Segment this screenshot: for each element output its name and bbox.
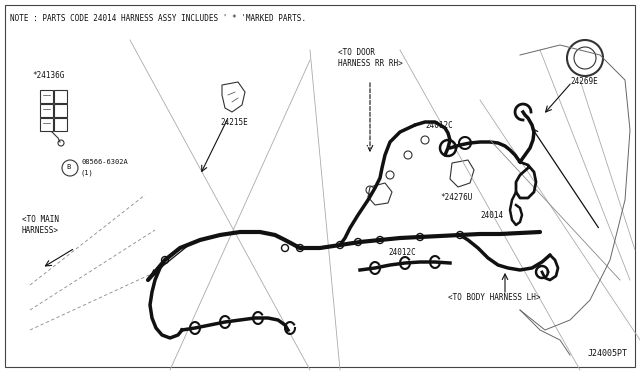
Text: 08566-6302A: 08566-6302A (81, 159, 128, 165)
Circle shape (337, 241, 344, 248)
Text: (1): (1) (81, 169, 93, 176)
Circle shape (456, 231, 463, 238)
Circle shape (376, 237, 383, 244)
Text: 24014: 24014 (480, 211, 503, 220)
Text: 24215E: 24215E (220, 118, 248, 127)
Text: <TO MAIN: <TO MAIN (22, 215, 59, 224)
Circle shape (296, 244, 303, 251)
Circle shape (417, 234, 424, 241)
Circle shape (282, 244, 289, 251)
Circle shape (161, 257, 168, 263)
Text: <TO BODY HARNESS LH>: <TO BODY HARNESS LH> (448, 293, 541, 302)
Text: B: B (66, 164, 70, 170)
Text: *24276U: *24276U (440, 193, 472, 202)
Text: <TO DOOR: <TO DOOR (338, 48, 375, 57)
Text: J24005PT: J24005PT (588, 349, 628, 358)
Text: HARNESS RR RH>: HARNESS RR RH> (338, 59, 403, 68)
Text: 24012C: 24012C (388, 248, 416, 257)
Circle shape (355, 238, 362, 246)
Text: HARNESS>: HARNESS> (22, 226, 59, 235)
Text: 24012C: 24012C (425, 121, 452, 130)
Text: *24136G: *24136G (32, 71, 65, 80)
Text: NOTE : PARTS CODE 24014 HARNESS ASSY INCLUDES ' * 'MARKED PARTS.: NOTE : PARTS CODE 24014 HARNESS ASSY INC… (10, 14, 306, 23)
Text: 24269E: 24269E (570, 77, 598, 86)
